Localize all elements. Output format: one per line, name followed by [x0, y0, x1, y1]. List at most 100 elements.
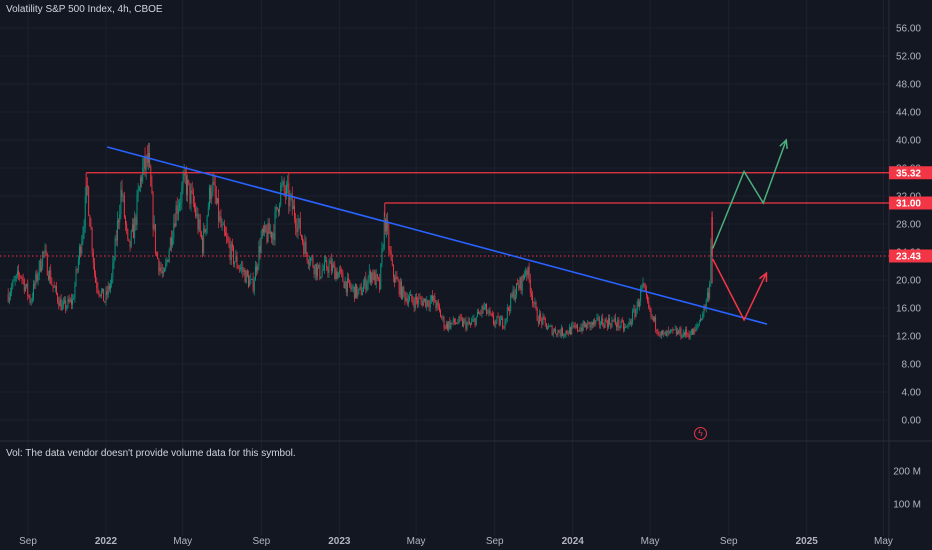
candle-body	[494, 323, 496, 325]
candle-body	[44, 250, 46, 252]
candle-body	[298, 218, 300, 224]
candle-body	[513, 290, 515, 300]
candle-body	[483, 306, 485, 310]
candle-body	[250, 279, 252, 281]
candle-body	[404, 292, 406, 301]
candle-body	[120, 189, 122, 215]
candle	[685, 326, 686, 339]
candle-body	[93, 263, 95, 274]
candle	[395, 271, 397, 283]
candle	[341, 267, 343, 278]
candle	[637, 298, 639, 308]
candle	[573, 322, 575, 329]
candle-body	[403, 287, 405, 293]
candle	[39, 257, 41, 273]
candle-body	[683, 332, 685, 336]
candle	[613, 315, 615, 323]
candle-body	[427, 300, 429, 306]
candle-body	[594, 320, 596, 324]
candle-body	[475, 316, 477, 326]
candle	[534, 297, 536, 308]
candle-body	[27, 283, 29, 296]
candle	[24, 284, 26, 293]
candle	[670, 328, 672, 334]
candle-body	[220, 216, 222, 227]
candle-body	[415, 297, 417, 301]
candle	[95, 270, 97, 284]
candle-body	[582, 321, 584, 331]
candle-body	[709, 283, 711, 299]
candle	[228, 236, 230, 249]
candle-body	[395, 276, 397, 283]
trendline-group[interactable]	[107, 146, 768, 325]
candle-body	[172, 238, 174, 246]
candle-body	[551, 326, 553, 335]
candle	[448, 321, 450, 333]
candle	[295, 213, 297, 236]
candle-body	[550, 326, 552, 327]
candle	[609, 314, 611, 326]
time-axis[interactable]: Sep 2022 May Sep 2023 May Sep 2024 May Sep 2025 May	[19, 536, 893, 547]
candle	[125, 215, 126, 231]
candle	[276, 206, 278, 211]
candle	[654, 316, 655, 323]
candle	[579, 327, 581, 332]
candle	[664, 331, 666, 336]
horizontal-levels[interactable]	[0, 172, 889, 257]
candle-body	[650, 309, 652, 317]
candle-body	[558, 330, 560, 333]
candle	[650, 307, 652, 320]
candle-body	[110, 283, 111, 290]
candle-body	[634, 309, 636, 317]
candle	[176, 197, 178, 221]
candle-body	[588, 322, 590, 323]
projection-arrows[interactable]	[712, 138, 788, 322]
candle	[435, 299, 437, 312]
candle	[217, 197, 218, 204]
candle	[611, 316, 613, 329]
candle	[128, 238, 130, 242]
candle	[413, 297, 415, 313]
candle	[382, 243, 384, 252]
price-axis[interactable]: 56.0052.0048.0044.0040.0036.0032.0028.00…	[896, 24, 921, 427]
candle-body	[381, 248, 383, 264]
candle-body	[64, 300, 65, 303]
candle	[599, 321, 601, 329]
candle	[389, 246, 391, 255]
candle	[633, 304, 635, 313]
candle	[161, 264, 163, 278]
candle-body	[134, 217, 136, 239]
candle-body	[294, 205, 295, 219]
projection-bearish-arrowhead	[758, 271, 768, 283]
candle-body	[145, 155, 147, 171]
candle-body	[99, 294, 101, 297]
candle	[647, 294, 649, 304]
candle-body	[330, 260, 332, 271]
candle	[349, 279, 351, 288]
candle-body	[463, 320, 465, 327]
candle	[582, 319, 584, 332]
candle	[243, 267, 245, 276]
candle-body	[34, 284, 36, 286]
candle-body	[678, 331, 680, 334]
candle-body	[565, 330, 567, 335]
candle-body	[15, 274, 17, 280]
candle-body	[635, 309, 637, 317]
candle-body	[618, 319, 620, 328]
candle	[286, 180, 287, 200]
candle-body	[579, 330, 581, 332]
candle	[367, 275, 369, 291]
candle-body	[499, 319, 501, 326]
candle-body	[374, 271, 376, 285]
candle-body	[491, 314, 493, 317]
candle	[315, 263, 317, 281]
candle-body	[218, 198, 220, 221]
candle-body	[530, 292, 532, 296]
candle-body	[601, 318, 603, 325]
candle	[588, 321, 590, 325]
candle	[346, 272, 348, 297]
lightning-icon[interactable]: ϟ	[694, 427, 707, 440]
candle	[593, 319, 594, 328]
candle	[344, 276, 346, 290]
